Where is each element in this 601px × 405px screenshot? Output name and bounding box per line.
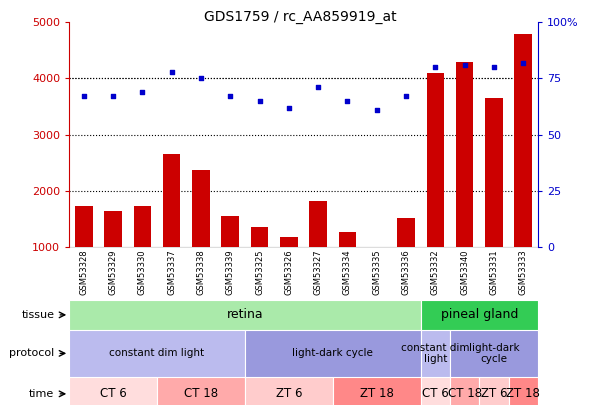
Text: GSM53329: GSM53329 [109, 249, 118, 295]
Bar [508, 377, 538, 405]
Text: GSM53331: GSM53331 [489, 249, 498, 295]
Bar [192, 170, 210, 247]
Text: constant dim light: constant dim light [109, 348, 204, 358]
Text: ZT 6: ZT 6 [481, 387, 507, 401]
Bar [421, 300, 538, 330]
Text: ZT 6: ZT 6 [276, 387, 302, 401]
Point [255, 98, 264, 104]
Bar [339, 232, 356, 247]
Bar [456, 62, 474, 247]
Text: GDS1759 / rc_AA859919_at: GDS1759 / rc_AA859919_at [204, 10, 397, 24]
Text: GSM53336: GSM53336 [401, 249, 410, 295]
Text: GSM53340: GSM53340 [460, 249, 469, 295]
Text: GSM53330: GSM53330 [138, 249, 147, 295]
Bar [245, 377, 333, 405]
Text: CT 6: CT 6 [422, 387, 449, 401]
Bar [75, 206, 93, 247]
Point [519, 60, 528, 66]
Point [284, 104, 294, 111]
Bar [421, 330, 450, 377]
Point [167, 68, 177, 75]
Text: GSM53333: GSM53333 [519, 249, 528, 295]
Bar [251, 227, 268, 247]
Point [343, 98, 352, 104]
Text: GSM53337: GSM53337 [167, 249, 176, 295]
Point [460, 62, 469, 68]
Bar [310, 201, 327, 247]
Bar [245, 330, 421, 377]
Bar [450, 330, 538, 377]
Bar [163, 154, 180, 247]
Bar [427, 73, 444, 247]
Text: CT 6: CT 6 [100, 387, 126, 401]
Text: time: time [29, 389, 55, 399]
Text: protocol: protocol [9, 348, 55, 358]
Text: pineal gland: pineal gland [441, 308, 518, 322]
Text: GSM53339: GSM53339 [226, 249, 235, 295]
Text: light-dark
cycle: light-dark cycle [469, 343, 519, 364]
Point [138, 89, 147, 95]
Text: GSM53326: GSM53326 [284, 249, 293, 295]
Bar [157, 377, 245, 405]
Point [401, 93, 411, 100]
Bar [514, 34, 532, 247]
Bar [480, 377, 508, 405]
Text: GSM53332: GSM53332 [431, 249, 440, 295]
Point [489, 64, 499, 70]
Text: ZT 18: ZT 18 [360, 387, 394, 401]
Bar [221, 216, 239, 247]
Point [372, 107, 382, 113]
Text: GSM53334: GSM53334 [343, 249, 352, 295]
Bar [105, 211, 122, 247]
Bar [133, 206, 151, 247]
Text: GSM53328: GSM53328 [79, 249, 88, 295]
Text: GSM53325: GSM53325 [255, 249, 264, 295]
Bar [69, 377, 157, 405]
Point [430, 64, 440, 70]
Bar [280, 237, 297, 247]
Point [225, 93, 235, 100]
Bar [69, 300, 421, 330]
Text: retina: retina [227, 308, 263, 322]
Text: tissue: tissue [22, 310, 55, 320]
Text: constant dim
light: constant dim light [401, 343, 469, 364]
Text: GSM53335: GSM53335 [372, 249, 381, 295]
Point [313, 84, 323, 91]
Text: ZT 18: ZT 18 [506, 387, 540, 401]
Text: GSM53327: GSM53327 [314, 249, 323, 295]
Bar [69, 330, 245, 377]
Point [108, 93, 118, 100]
Bar [450, 377, 480, 405]
Bar [421, 377, 450, 405]
Bar [397, 218, 415, 247]
Bar [485, 98, 502, 247]
Bar [333, 377, 421, 405]
Point [196, 75, 206, 82]
Point [79, 93, 88, 100]
Text: CT 18: CT 18 [184, 387, 218, 401]
Text: GSM53338: GSM53338 [197, 249, 206, 295]
Text: light-dark cycle: light-dark cycle [292, 348, 373, 358]
Text: CT 18: CT 18 [448, 387, 482, 401]
